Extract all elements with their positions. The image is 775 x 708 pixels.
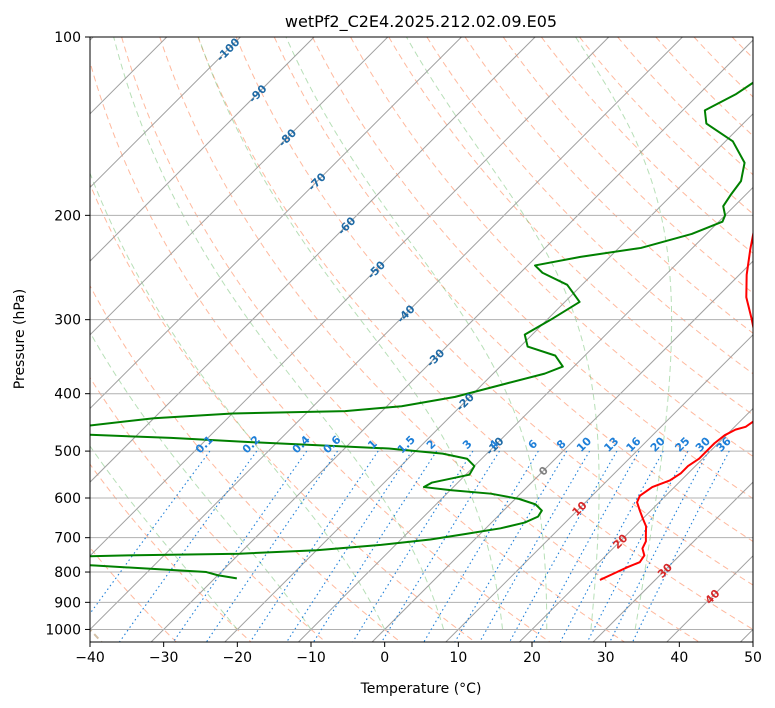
y-tick-label: 900 [54,595,81,611]
y-axis: 100 200 300 400 500 600 700 800 900 1000 [45,30,90,638]
moist-adiabat-line [406,37,600,630]
dry-adiabat-line [90,60,551,642]
dry-adiabat-line [311,37,753,500]
mixing-ratio-lines [90,450,730,642]
isotherm-line [90,37,389,336]
isotherm-line [90,37,683,631]
x-tick-label: 0 [380,650,389,666]
isotherm-line [90,37,241,189]
dry-adiabat-line [90,463,252,642]
dewpoint-line [90,81,753,580]
mixing-ratio-line [533,450,640,642]
dry-adiabat-line [197,37,753,631]
x-axis-title: Temperature (°C) [360,681,482,697]
mixing-ratio-line [205,450,338,642]
dry-adiabat-line [464,37,753,334]
y-tick-label: 400 [54,387,81,403]
dry-adiabat-line [426,37,753,375]
x-tick-label: 50 [744,650,762,666]
isotherm-line [371,260,753,642]
dry-adiabat-line [235,37,753,586]
x-tick-label: 20 [523,650,541,666]
y-tick-label: 700 [54,531,81,547]
mixing-ratio-line [586,450,689,642]
isotherm-line [298,186,753,642]
isotherm-line [90,37,315,262]
x-tick-label: −30 [149,650,179,666]
x-tick-label: −10 [296,650,326,666]
moist-adiabat-line [285,37,548,630]
mixing-ratio-line [479,450,591,642]
plot-frame [89,36,754,643]
moist-adiabat-line [90,171,386,630]
y-tick-label: 1000 [45,622,81,638]
moist-adiabats [90,37,673,630]
temperature-line [599,229,753,581]
isotherm-line [90,37,536,483]
mixing-ratio-line [90,450,211,615]
y-axis-title: Pressure (hPa) [12,289,28,389]
isotherm-line [90,37,462,410]
mixing-ratio-line [313,450,438,642]
moist-adiabat-line [90,445,238,630]
moist-adiabat-line [197,37,504,630]
x-tick-label: −40 [75,650,105,666]
y-tick-label: 200 [54,208,81,224]
moist-adiabat-line [90,331,312,630]
chart-title: wetPf2_C2E4.2025.212.02.09.E05 [285,12,557,32]
isotherm-line [519,407,753,642]
mixing-ratio-line [249,450,379,642]
x-tick-label: 30 [597,650,615,666]
x-tick-label: −20 [223,650,253,666]
isotherm-line [445,334,753,642]
mixing-ratio-line [454,450,568,642]
dry-adiabat-line [121,37,625,642]
isotherm-line [90,37,610,557]
isotherm-line [150,39,753,642]
plot-area: -100-90-80-70-60-50-40-30-20-10010203040… [90,37,753,642]
y-tick-label: 100 [54,30,81,46]
mixing-ratio-line [559,450,664,642]
profile-series [90,81,753,581]
y-tick-label: 500 [54,444,81,460]
mixing-ratio-line [286,450,413,642]
y-tick-label: 600 [54,491,81,507]
y-tick-label: 300 [54,313,81,329]
x-tick-label: 10 [449,650,467,666]
moist-adiabat-line [113,37,445,630]
x-tick-label: 40 [670,650,688,666]
mixing-ratio-line [632,450,730,642]
dry-adiabat-line [90,376,326,642]
mixing-ratio-line [609,450,709,642]
y-tick-label: 800 [54,565,81,581]
moist-adiabat-line [575,37,673,630]
dry-adiabat-line [90,182,476,642]
mixing-ratio-line [423,450,539,642]
isotherm-line [592,481,753,642]
x-axis: −40 −30 −20 −10 0 10 20 30 40 50 [75,642,762,666]
mixing-ratio-line [509,450,618,642]
